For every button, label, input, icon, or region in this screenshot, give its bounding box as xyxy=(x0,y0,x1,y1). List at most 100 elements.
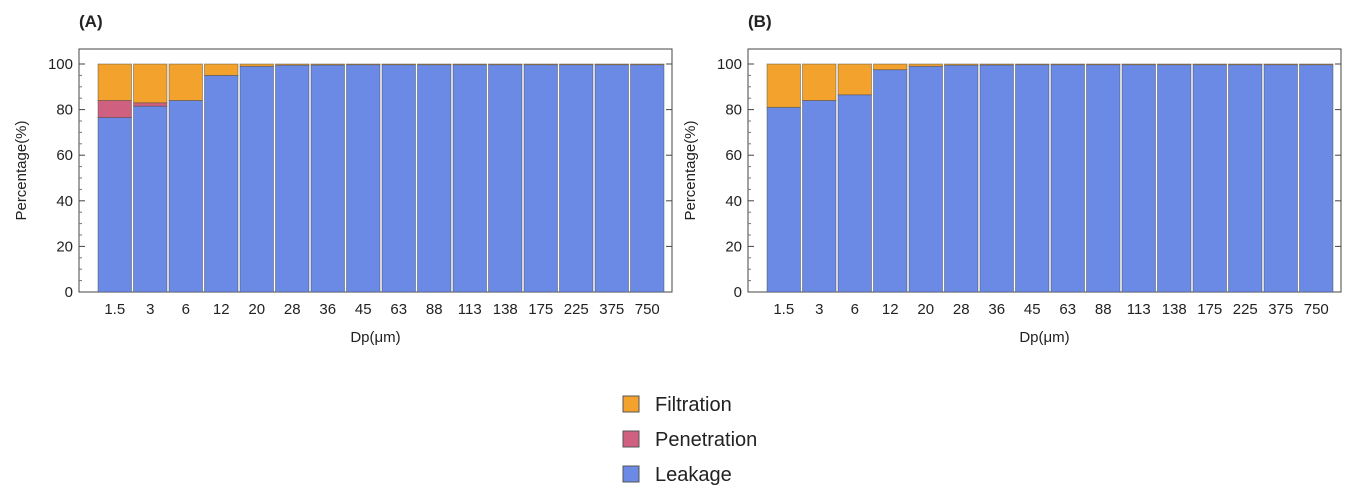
x-tick-label: 750 xyxy=(635,301,660,318)
x-tick-label: 88 xyxy=(426,301,443,318)
x-tick-label: 1.5 xyxy=(104,301,125,318)
bar-leakage-225 xyxy=(1228,64,1263,293)
x-tick-label: 88 xyxy=(1095,301,1112,318)
bar-leakage-175 xyxy=(523,64,558,293)
bar-penetration-1.5 xyxy=(97,100,132,118)
bar-filtration-88 xyxy=(417,63,452,66)
x-tick-label: 6 xyxy=(851,301,859,318)
bar-leakage-1.5 xyxy=(766,106,801,293)
y-tick-label: 0 xyxy=(734,284,742,301)
bar-filtration-113 xyxy=(1121,63,1156,66)
bar-leakage-175 xyxy=(1192,64,1227,293)
bar-leakage-375 xyxy=(594,64,629,293)
x-tick-label: 28 xyxy=(284,301,301,318)
bar-filtration-20 xyxy=(239,63,274,67)
y-tick-label: 100 xyxy=(717,56,742,73)
bar-leakage-36 xyxy=(310,64,345,293)
legend-label: Penetration xyxy=(655,429,757,451)
legend: Filtration Penetration Leakage xyxy=(622,394,757,486)
bar-filtration-1.5 xyxy=(97,63,132,101)
legend-swatch xyxy=(622,395,640,413)
x-tick-label: 63 xyxy=(390,301,407,318)
bar-leakage-45 xyxy=(1015,64,1050,293)
panel-label: (A) xyxy=(79,12,103,31)
bar-filtration-225 xyxy=(559,63,594,66)
x-axis-label: Dp(μm) xyxy=(350,329,400,346)
bar-filtration-375 xyxy=(1263,63,1298,66)
x-tick-label: 28 xyxy=(953,301,970,318)
x-tick-label: 3 xyxy=(146,301,154,318)
legend-item-penetration: Penetration xyxy=(622,429,757,451)
bar-leakage-1.5 xyxy=(97,117,132,293)
bar-filtration-6 xyxy=(168,63,203,101)
bar-filtration-36 xyxy=(310,63,345,66)
x-tick-label: 113 xyxy=(1127,301,1151,318)
legend-swatch xyxy=(622,465,640,483)
legend-item-leakage: Leakage xyxy=(622,464,732,486)
x-tick-label: 36 xyxy=(319,301,336,318)
bar-leakage-20 xyxy=(908,65,943,293)
x-tick-label: 175 xyxy=(1197,301,1222,318)
bar-filtration-175 xyxy=(1192,63,1227,66)
legend-label: Leakage xyxy=(655,464,732,486)
y-axis-label: Percentage(%) xyxy=(13,120,30,220)
x-tick-label: 36 xyxy=(988,301,1005,318)
panel-label: (B) xyxy=(748,12,772,31)
bar-filtration-225 xyxy=(1228,63,1263,66)
bar-leakage-88 xyxy=(1086,64,1121,293)
y-tick-label: 80 xyxy=(56,102,73,119)
bar-leakage-12 xyxy=(204,75,239,293)
bar-filtration-20 xyxy=(908,63,943,67)
x-tick-label: 113 xyxy=(458,301,482,318)
x-tick-label: 3 xyxy=(815,301,823,318)
bar-leakage-20 xyxy=(239,65,274,293)
x-tick-label: 175 xyxy=(528,301,553,318)
y-tick-label: 20 xyxy=(56,238,73,255)
bar-leakage-138 xyxy=(1157,64,1192,293)
y-tick-label: 100 xyxy=(48,56,73,73)
bar-leakage-750 xyxy=(630,64,665,293)
bar-filtration-36 xyxy=(979,63,1014,66)
x-tick-label: 12 xyxy=(882,301,899,318)
x-tick-label: 45 xyxy=(355,301,372,318)
bar-leakage-6 xyxy=(168,100,203,293)
y-tick-label: 20 xyxy=(725,238,742,255)
bar-filtration-113 xyxy=(452,63,487,66)
bar-leakage-113 xyxy=(1121,64,1156,293)
x-tick-label: 225 xyxy=(564,301,589,318)
bar-leakage-63 xyxy=(381,64,416,293)
bars xyxy=(97,63,665,293)
legend-swatch xyxy=(622,430,640,448)
bar-filtration-45 xyxy=(346,63,381,66)
bar-filtration-63 xyxy=(381,63,416,66)
x-tick-label: 138 xyxy=(493,301,518,318)
y-tick-label: 60 xyxy=(725,147,742,164)
bar-filtration-1.5 xyxy=(766,63,801,108)
bar-filtration-12 xyxy=(873,63,908,71)
bar-filtration-12 xyxy=(204,63,239,76)
x-tick-label: 63 xyxy=(1059,301,1076,318)
x-tick-label: 20 xyxy=(917,301,934,318)
x-tick-label: 375 xyxy=(599,301,624,318)
bar-filtration-175 xyxy=(523,63,558,66)
bar-leakage-138 xyxy=(488,64,523,293)
bar-filtration-88 xyxy=(1086,63,1121,66)
bar-leakage-12 xyxy=(873,69,908,293)
bar-filtration-6 xyxy=(837,63,872,96)
bar-leakage-36 xyxy=(979,64,1014,293)
x-tick-label: 12 xyxy=(213,301,230,318)
bar-leakage-28 xyxy=(275,64,310,293)
bar-leakage-3 xyxy=(133,105,168,293)
legend-label: Filtration xyxy=(655,394,732,416)
bar-filtration-375 xyxy=(594,63,629,66)
x-tick-label: 20 xyxy=(248,301,265,318)
bar-leakage-375 xyxy=(1263,64,1298,293)
x-tick-label: 375 xyxy=(1268,301,1293,318)
legend-item-filtration: Filtration xyxy=(622,394,732,416)
bar-filtration-63 xyxy=(1050,63,1085,66)
bar-filtration-28 xyxy=(275,63,310,66)
bar-filtration-3 xyxy=(133,63,168,104)
